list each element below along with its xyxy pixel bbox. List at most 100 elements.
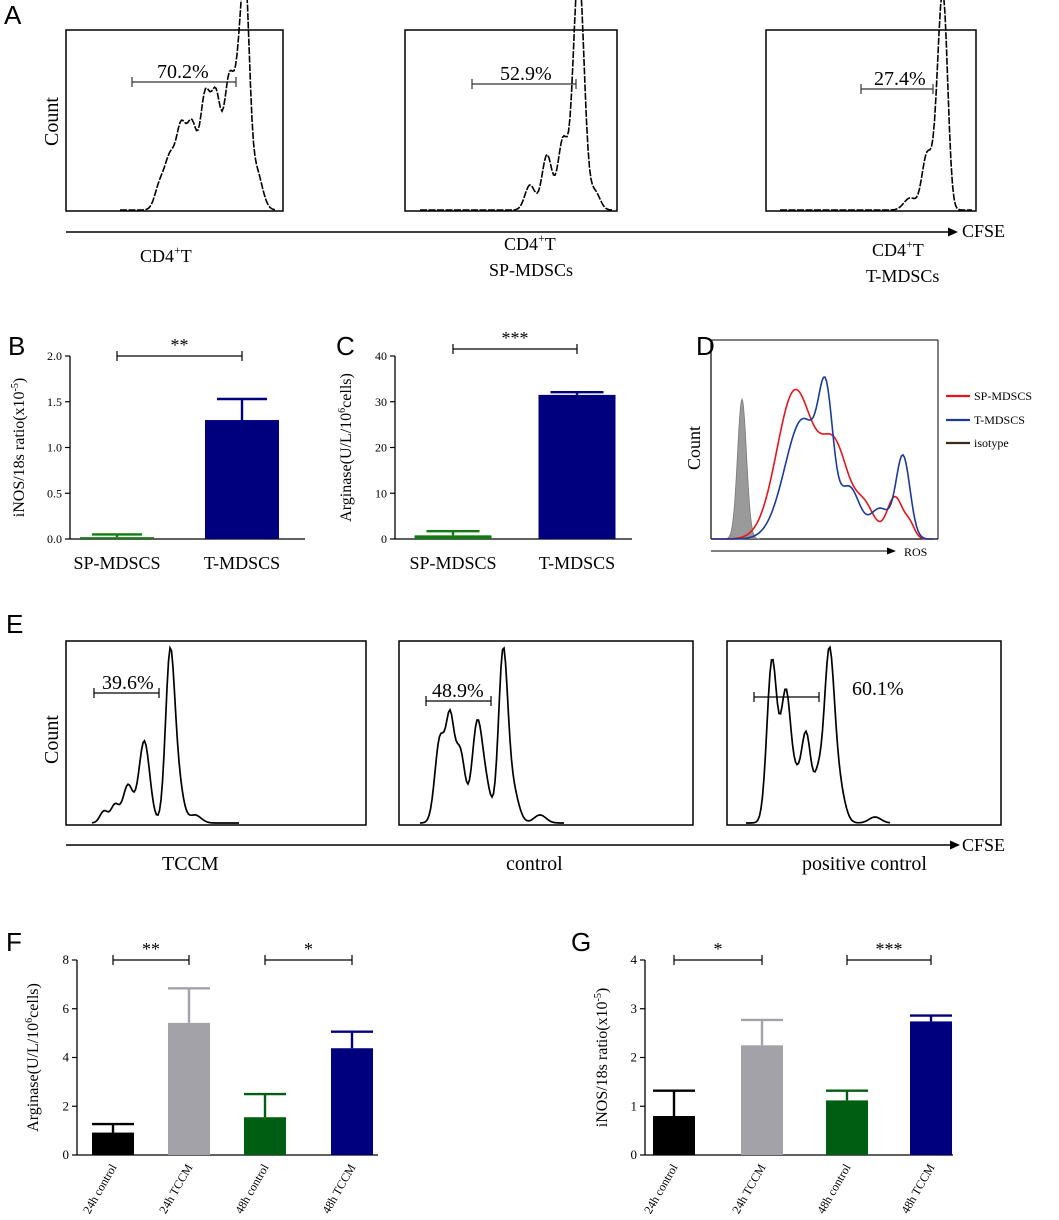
d-legend-label-0: SP-MDSCS <box>974 389 1032 403</box>
a-histogram-1: 70.2% <box>65 0 284 212</box>
d-histogram <box>710 339 939 540</box>
chart-f: 0 2 4 6 8 Arginase(U/L/106cells) 24h control 24… <box>24 939 378 1216</box>
e-cfse-axis <box>66 840 960 850</box>
f-xtick-label-2: 48h control <box>232 1161 272 1216</box>
b-xtick-label-0: SP-MDSCS <box>73 553 160 573</box>
g-bar-1 <box>741 1045 783 1155</box>
c-bar-1 <box>538 394 616 539</box>
f-sig-label-0: ** <box>142 939 160 959</box>
panel-label-a: A <box>4 0 22 30</box>
panel-label-g: G <box>571 927 591 957</box>
d-legend-label-2: isotype <box>974 436 1009 450</box>
e-histogram-1-trace <box>91 645 239 824</box>
panel-label-b: B <box>8 331 25 361</box>
b-ytick-label: 1.0 <box>47 441 62 455</box>
b-ytick-label: 2.0 <box>47 349 62 363</box>
a-cond-3-line1: CD4+T <box>872 237 924 260</box>
e-count-label: Count <box>41 715 63 764</box>
a-gate-2 <box>471 79 577 89</box>
chart-b: 0.0 0.5 1.0 1.5 2.0 iNOS/18s ratio(x10-5) SP-M… <box>10 335 305 573</box>
e-gate-3-pct: 60.1% <box>852 678 904 700</box>
d-ros-axis <box>711 547 896 555</box>
g-ytick-label: 0 <box>631 1147 638 1162</box>
f-bar-3 <box>331 1048 373 1155</box>
g-bar-2 <box>826 1100 868 1155</box>
e-gate-1 <box>93 688 160 698</box>
d-t-mdscs-trace <box>711 376 933 540</box>
b-xtick-label-1: T-MDSCS <box>204 553 280 573</box>
g-sig-label-0: * <box>714 939 723 959</box>
a-histogram-2-trace <box>420 0 612 211</box>
b-ytick-label: 0.5 <box>47 486 62 500</box>
a-gate-3-pct: 27.4% <box>874 68 926 90</box>
f-ytick-label: 6 <box>63 1001 70 1016</box>
g-bar-3 <box>910 1021 952 1155</box>
a-cond-1: CD4+T <box>140 243 192 266</box>
panel-label-d: D <box>696 331 715 361</box>
g-ylabel: iNOS/18s ratio(x10-5) <box>593 988 611 1127</box>
b-bar-1 <box>205 420 279 539</box>
g-sig-label-1: *** <box>876 939 903 959</box>
c-bar-0 <box>414 535 492 539</box>
chart-c: 0 10 20 30 40 Arginase(U/L/106cells) SP-MDSCS T… <box>337 328 632 573</box>
g-ytick-label: 1 <box>631 1098 638 1113</box>
e-histogram-2: 48.9% <box>398 640 694 826</box>
f-ylabel: Arginase(U/L/106cells) <box>24 983 42 1132</box>
e-histogram-3: 60.1% <box>726 640 1002 826</box>
a-cond-2-line1: CD4+T <box>504 231 556 254</box>
b-ytick-label: 1.5 <box>47 395 62 409</box>
f-sig-label-1: * <box>304 939 313 959</box>
f-ytick-label: 4 <box>63 1050 70 1065</box>
g-ytick-label: 3 <box>631 1001 638 1016</box>
e-gate-3 <box>753 692 820 702</box>
d-isotype-trace <box>722 397 760 540</box>
a-histogram-3-trace <box>780 0 972 211</box>
g-xtick-label-3: 48h TCCM <box>898 1161 938 1216</box>
g-bar-0 <box>653 1116 695 1155</box>
c-ytick-label: 40 <box>375 349 387 363</box>
e-cfse-label: CFSE <box>962 835 1005 855</box>
c-ytick-label: 20 <box>375 441 387 455</box>
a-cfse-axis <box>66 227 958 237</box>
a-gate-1-pct: 70.2% <box>157 61 209 83</box>
e-gate-2 <box>425 696 492 706</box>
a-gate-1 <box>131 77 237 87</box>
d-count-label: Count <box>684 426 704 470</box>
f-xtick-label-0: 24h control <box>80 1161 120 1216</box>
c-ytick-label: 10 <box>375 486 387 500</box>
a-histogram-3: 27.4% <box>765 0 977 212</box>
c-ytick-label: 30 <box>375 395 387 409</box>
a-count-label: Count <box>41 97 63 146</box>
f-xtick-label-3: 48h TCCM <box>319 1161 359 1216</box>
panel-label-c: C <box>336 331 355 361</box>
f-xtick-label-1: 24h TCCM <box>156 1161 196 1216</box>
c-xtick-label-0: SP-MDSCS <box>409 553 496 573</box>
g-ytick-label: 2 <box>631 1050 638 1065</box>
d-legend: SP-MDSCS T-MDSCS isotype <box>946 389 1032 450</box>
f-bar-2 <box>244 1117 286 1155</box>
f-bar-1 <box>168 1022 210 1155</box>
a-cfse-label: CFSE <box>962 221 1005 241</box>
e-cond-3: positive control <box>802 853 927 875</box>
g-xtick-label-0: 24h control <box>641 1161 681 1216</box>
c-xtick-label-1: T-MDSCS <box>539 553 615 573</box>
f-ytick-label: 8 <box>63 952 70 967</box>
g-xtick-label-2: 48h control <box>814 1161 854 1216</box>
c-sig-label-0: *** <box>502 328 529 348</box>
d-ros-label: ROS <box>904 545 927 559</box>
a-gate-2-pct: 52.9% <box>500 63 552 85</box>
g-ytick-label: 4 <box>631 952 638 967</box>
b-ytick-label: 0.0 <box>47 532 62 546</box>
chart-g: 0 1 2 3 4 iNOS/18s ratio(x10-5) 24h control 24h… <box>593 939 953 1216</box>
e-histogram-2-trace <box>419 646 564 824</box>
e-gate-2-pct: 48.9% <box>432 680 484 702</box>
b-bar-0 <box>80 537 154 539</box>
a-histogram-2: 52.9% <box>404 0 618 212</box>
f-bar-0 <box>92 1132 134 1155</box>
g-xtick-label-1: 24h TCCM <box>729 1161 769 1216</box>
d-sp-mdscs-trace <box>711 388 933 540</box>
panel-label-f: F <box>6 927 22 957</box>
d-legend-label-1: T-MDSCS <box>974 413 1025 427</box>
panel-label-e: E <box>6 609 23 639</box>
